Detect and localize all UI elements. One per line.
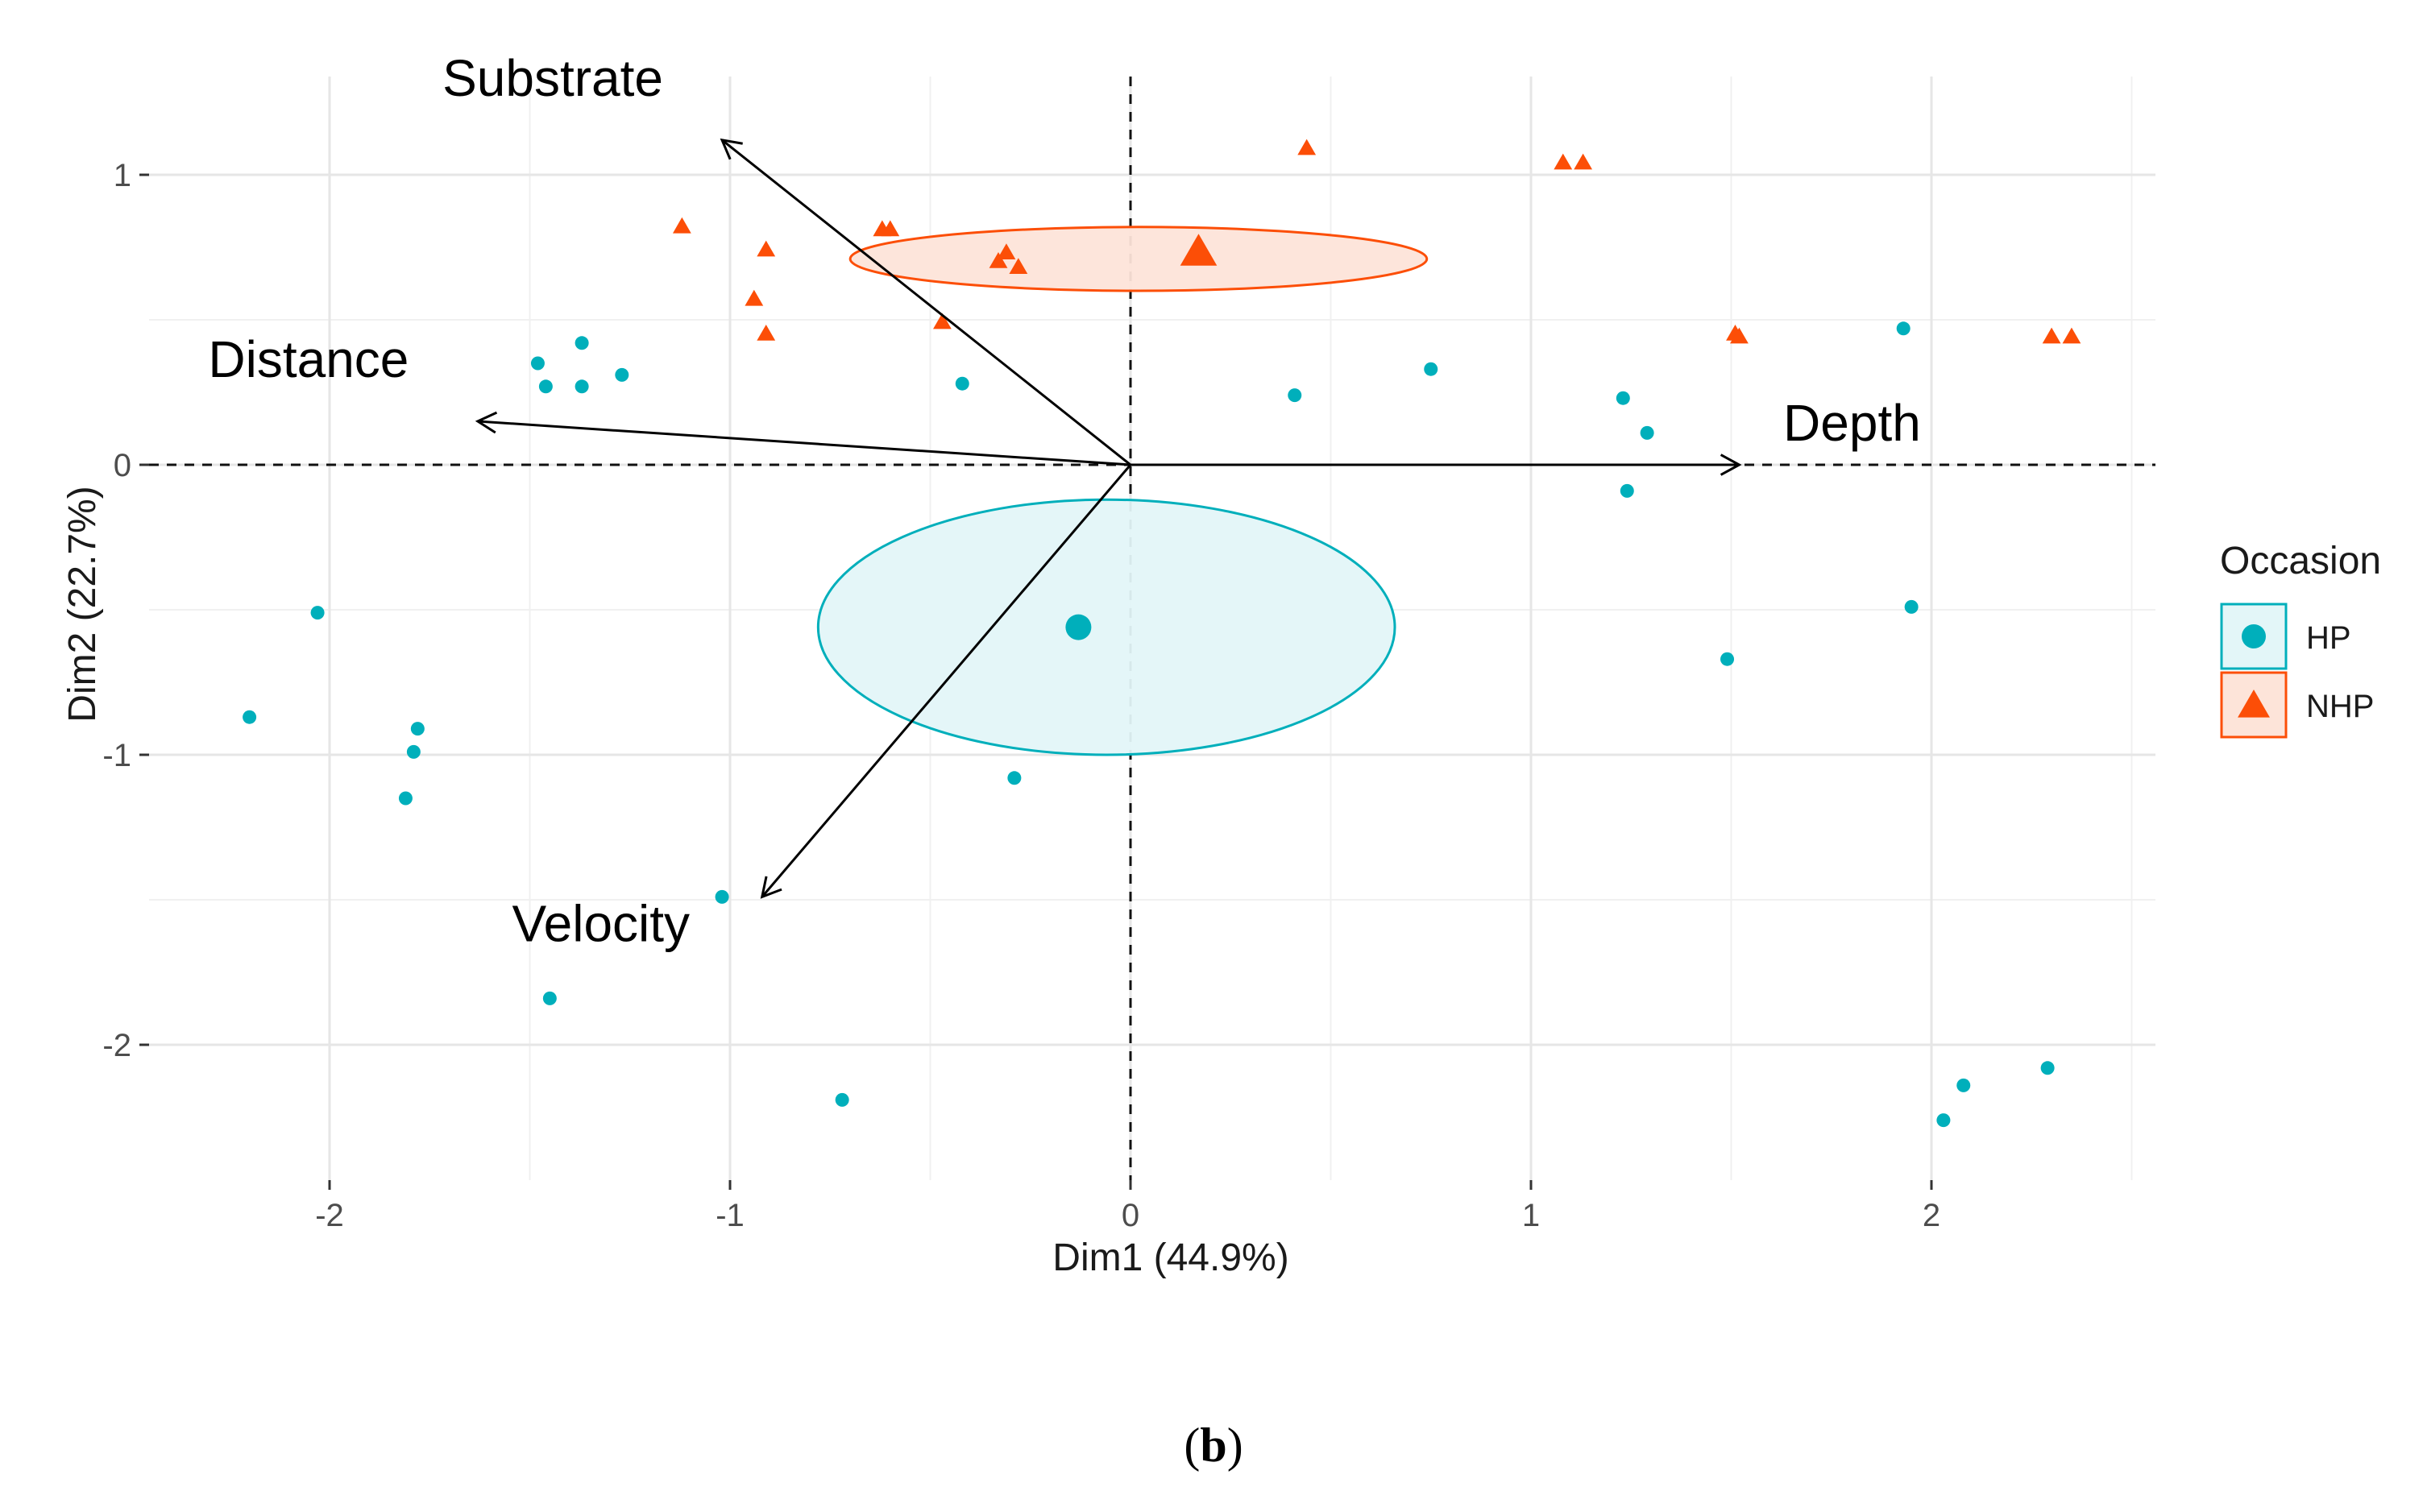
data-point-hp [1956, 1078, 1971, 1092]
data-point-nhp [1297, 139, 1317, 155]
arrowhead-velocity [760, 876, 782, 899]
data-point-nhp [1554, 153, 1573, 170]
data-point-hp [410, 722, 425, 736]
data-point-nhp [1009, 258, 1028, 274]
data-point-nhp [757, 325, 776, 341]
axes-layer: -2 -1 0 1 2 -2 -1 0 1 [102, 158, 1940, 1233]
y-axis-label: Dim2 (22.7%) [61, 486, 104, 722]
data-point-nhp [672, 217, 691, 234]
centroid-nhp [1180, 234, 1218, 266]
data-point-hp [1620, 483, 1634, 498]
arrow-velocity [761, 464, 1132, 898]
data-point-hp [1616, 391, 1630, 405]
arrowhead-distance [475, 411, 498, 434]
data-point-hp [1640, 425, 1654, 440]
data-point-hp [542, 991, 557, 1005]
data-point-hp [538, 379, 553, 394]
data-point-hp [1424, 362, 1438, 376]
data-point-nhp [2062, 327, 2081, 344]
y-tick-label: -2 [102, 1028, 131, 1063]
data-point-nhp [881, 220, 900, 237]
legend-label-hp: HP [2306, 620, 2351, 656]
centroid-hp [1065, 614, 1092, 640]
legend-marker-nhp [2238, 690, 2270, 718]
data-point-hp [530, 356, 545, 371]
legend-title: Occasion [2220, 540, 2381, 582]
x-tick-label: 1 [1522, 1198, 1540, 1233]
arrow-label-distance: Distance [208, 330, 409, 388]
arrow-label-velocity: Velocity [512, 894, 690, 952]
data-point-hp [1288, 388, 1302, 403]
data-point-hp [955, 376, 969, 391]
data-point-hp [406, 744, 421, 759]
arrow-distance [477, 420, 1131, 466]
arrowhead-depth [1720, 454, 1742, 476]
data-point-hp [575, 336, 589, 350]
arrowhead-substrate [720, 138, 743, 160]
data-point-hp [1936, 1113, 1951, 1128]
data-point-nhp [933, 313, 952, 329]
data-point-hp [1904, 599, 1919, 614]
arrows-layer: Substrate Distance Depth Velocity [208, 49, 1920, 953]
data-point-hp [835, 1092, 849, 1107]
data-point-hp [615, 367, 629, 382]
x-tick-label: 0 [1122, 1198, 1139, 1233]
y-tick-label: -1 [102, 738, 131, 773]
caption-letter: b [1200, 1419, 1227, 1472]
data-point-nhp [745, 289, 764, 306]
data-point-hp [715, 889, 729, 904]
confidence-ellipse-hp [816, 498, 1396, 756]
data-point-hp [310, 606, 325, 620]
x-tick-label: -1 [716, 1198, 745, 1233]
data-point-nhp [1574, 153, 1593, 170]
x-tick-label: -2 [315, 1198, 344, 1233]
data-point-nhp [997, 243, 1016, 259]
arrow-label-substrate: Substrate [442, 49, 663, 107]
arrow-label-depth: Depth [1783, 394, 1921, 452]
data-point-hp [398, 791, 413, 806]
arrow-substrate [721, 139, 1131, 466]
data-point-hp [243, 710, 257, 724]
data-point-hp [2040, 1061, 2055, 1075]
data-point-hp [1007, 771, 1022, 785]
data-point-hp [1896, 321, 1910, 336]
x-axis-label: Dim1 (44.9%) [1052, 1237, 1288, 1279]
data-point-nhp [757, 240, 776, 257]
ellipses-layer [816, 226, 1429, 756]
legend-label-nhp: NHP [2306, 689, 2374, 724]
figure-caption: (b) [1184, 1419, 1243, 1472]
points-layer [243, 139, 2081, 1128]
legend: Occasion HP NHP [2220, 540, 2381, 739]
data-point-nhp [989, 252, 1008, 268]
data-point-hp [575, 379, 589, 394]
data-point-nhp [2042, 327, 2061, 344]
legend-marker-hp [2242, 624, 2266, 648]
confidence-ellipse-nhp [848, 226, 1429, 292]
data-point-hp [1720, 652, 1735, 666]
x-tick-label: 2 [1923, 1198, 1940, 1233]
data-point-nhp [1730, 327, 1749, 344]
y-tick-label: 0 [114, 448, 131, 483]
y-tick-label: 1 [114, 158, 131, 193]
